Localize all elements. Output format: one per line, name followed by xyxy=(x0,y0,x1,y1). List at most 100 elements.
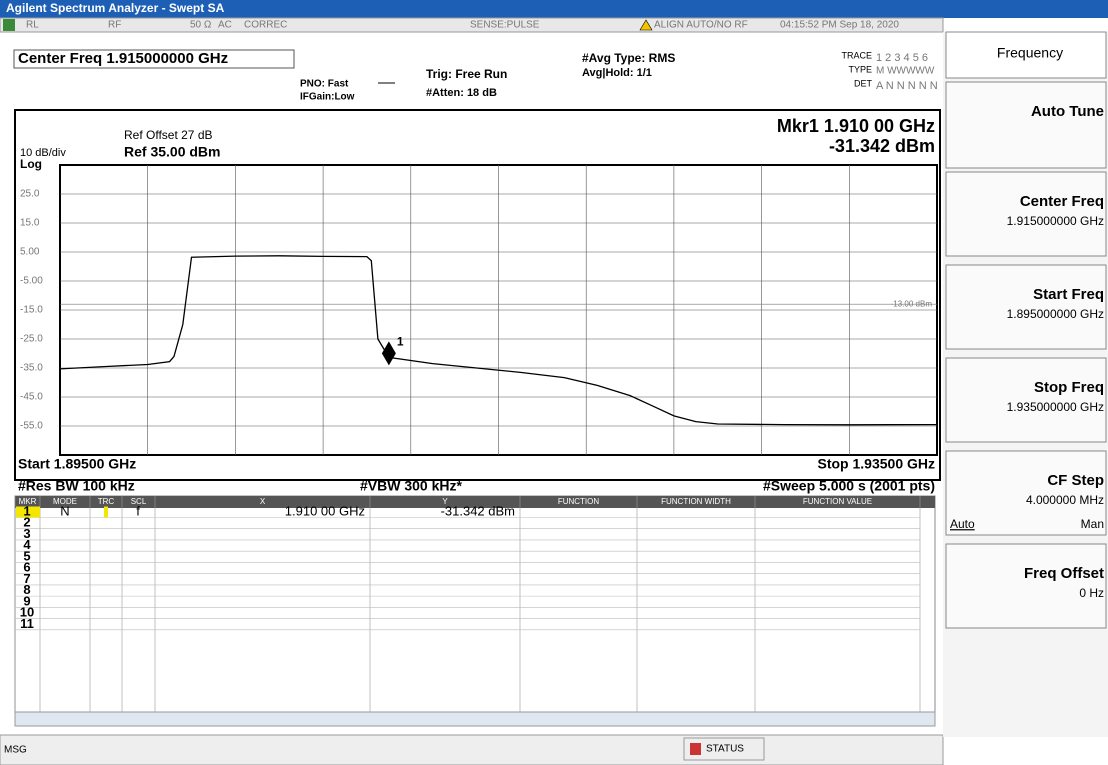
softkey[interactable] xyxy=(945,450,1107,536)
label: #Sweep 5.000 s (2001 pts) xyxy=(763,478,935,494)
marker-table xyxy=(14,495,936,713)
y-tick-label: -45.0 xyxy=(20,392,43,403)
table-cell: 1 xyxy=(23,503,30,518)
label: DET xyxy=(854,78,873,88)
label: #Avg Type: RMS xyxy=(582,51,675,65)
trace-color xyxy=(104,506,108,518)
table-header-cell: SCL xyxy=(131,497,147,506)
scrollbar xyxy=(14,711,936,727)
softkey-label: CF Step xyxy=(1047,472,1104,489)
marker-readout: -31.342 dBm xyxy=(829,136,935,156)
label: Stop 1.93500 GHz xyxy=(818,456,936,472)
y-tick-label: -15.0 xyxy=(20,305,43,316)
label: Log xyxy=(20,157,42,171)
marker-readout: Mkr1 1.910 00 GHz xyxy=(777,116,935,136)
marker-label: 1 xyxy=(397,335,404,349)
label: Trig: Free Run xyxy=(426,67,507,81)
table-cell: N xyxy=(60,503,69,518)
status-item: ALIGN AUTO/NO RF xyxy=(654,20,748,31)
softkey-label: Stop Freq xyxy=(1034,379,1104,396)
table-cell: 10 xyxy=(20,605,34,620)
y-tick-label: -35.0 xyxy=(20,363,43,374)
table-header-cell: FUNCTION WIDTH xyxy=(661,497,731,506)
table-cell: 1.910 00 GHz xyxy=(285,503,365,518)
toggle-option: Auto xyxy=(950,517,975,531)
y-tick-label: 15.0 xyxy=(20,218,40,229)
table-header xyxy=(15,496,935,508)
status-row xyxy=(0,17,944,33)
label: #VBW 300 kHz* xyxy=(360,478,462,494)
status-icon xyxy=(690,743,701,755)
y-tick-label: 25.0 xyxy=(20,189,40,200)
label: M WWWWW xyxy=(876,66,935,77)
table-header-cell: X xyxy=(260,497,266,506)
softkey-value: 1.895000000 GHz xyxy=(1007,307,1104,321)
label: IFGain:Low xyxy=(300,92,355,103)
menu-title: Frequency xyxy=(997,45,1063,61)
softkey[interactable] xyxy=(945,81,1107,169)
table-header-cell: Y xyxy=(442,497,448,506)
softkey[interactable] xyxy=(945,171,1107,257)
softkey xyxy=(945,31,1107,79)
table-header-cell: MKR xyxy=(19,497,37,506)
title-bar xyxy=(0,0,1108,18)
softkey-value: 1.915000000 GHz xyxy=(1007,214,1104,228)
softkey-value: 4.000000 MHz xyxy=(1026,493,1104,507)
y-tick-label: -25.0 xyxy=(20,334,43,345)
table-cell: 4 xyxy=(23,537,31,552)
msg: MSG xyxy=(4,745,27,756)
y-tick-label: -5.00 xyxy=(20,276,43,287)
label: TRACE xyxy=(841,50,872,60)
center-freq-box xyxy=(13,49,295,69)
label: Avg|Hold: 1/1 xyxy=(582,67,652,79)
status-item: 50 Ω xyxy=(190,20,212,31)
label: Ref Offset 27 dB xyxy=(124,128,213,142)
label: 1 2 3 4 5 6 xyxy=(876,52,928,64)
label: #Atten: 18 dB xyxy=(426,87,497,99)
table-header-cell: MODE xyxy=(53,497,77,506)
softkey-label: Auto Tune xyxy=(1031,103,1104,120)
plot-frame xyxy=(14,109,941,481)
table-cell: 9 xyxy=(23,593,30,608)
status-button[interactable] xyxy=(683,737,765,761)
table-header-cell: FUNCTION VALUE xyxy=(803,497,872,506)
table-cell: 11 xyxy=(20,616,34,631)
table-cell: 3 xyxy=(23,526,30,541)
status-item: CORREC xyxy=(244,20,287,31)
table-cell: 7 xyxy=(23,571,30,586)
selected-row-marker xyxy=(16,506,40,518)
softkey[interactable] xyxy=(945,357,1107,443)
softkey[interactable] xyxy=(945,264,1107,350)
softkey-value: 1.935000000 GHz xyxy=(1007,400,1104,414)
label: #Res BW 100 kHz xyxy=(18,478,135,494)
center-freq: Center Freq 1.915000000 GHz xyxy=(18,50,228,67)
display-line-label: -13.00 dBm xyxy=(891,299,933,308)
label: A N N N N N xyxy=(876,80,938,92)
softkey-label: Center Freq xyxy=(1020,193,1104,210)
table-cell: f xyxy=(136,503,140,518)
status-icon xyxy=(3,19,15,31)
footer xyxy=(0,734,944,765)
label: Start 1.89500 GHz xyxy=(18,456,136,472)
table-cell: 2 xyxy=(23,515,30,530)
softkey-label: Freq Offset xyxy=(1024,565,1104,582)
window-title: Agilent Spectrum Analyzer - Swept SA xyxy=(6,1,225,15)
label: Ref 35.00 dBm xyxy=(124,144,220,160)
status-item: SENSE:PULSE xyxy=(470,20,540,31)
status: STATUS xyxy=(706,744,744,755)
table-header-cell: FUNCTION xyxy=(558,497,600,506)
table-cell: 6 xyxy=(23,560,30,575)
label: TYPE xyxy=(848,64,872,74)
softkey-value: 0 Hz xyxy=(1079,586,1104,600)
status-item: AC xyxy=(218,20,232,31)
warning-icon xyxy=(639,19,653,31)
status-item: RF xyxy=(108,20,121,31)
softkey-label: Start Freq xyxy=(1033,286,1104,303)
label: 10 dB/div xyxy=(20,147,66,159)
table-cell: 5 xyxy=(23,548,30,563)
status-item: RL xyxy=(26,20,39,31)
y-tick-label: 5.00 xyxy=(20,247,40,258)
status-item: 04:15:52 PM Sep 18, 2020 xyxy=(780,20,899,31)
softkey[interactable] xyxy=(945,543,1107,629)
